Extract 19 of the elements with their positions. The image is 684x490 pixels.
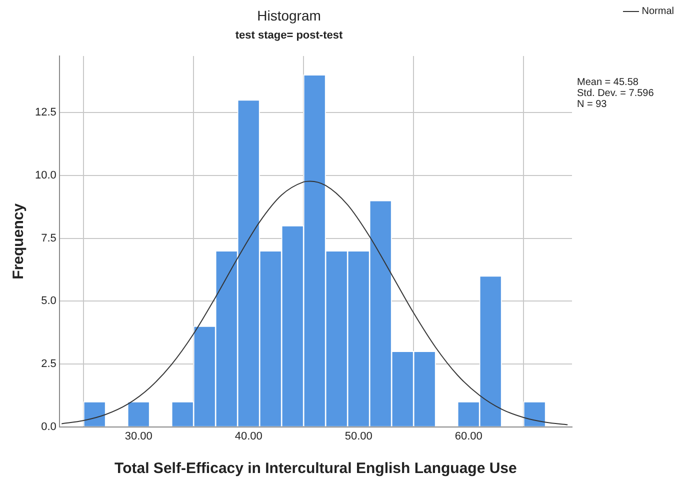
x-axis-title: Total Self-Efficacy in Intercultural English Language Use [114,460,517,478]
x-tick-label: 50.00 [344,430,372,442]
y-tick-label: 7.5 [41,232,56,244]
y-tick-label: 10.0 [34,169,56,182]
text: Std. Dev. = 7.596 [577,88,654,99]
chart-subtitle: test stage= post-test [235,29,343,42]
legend-label: Normal [642,6,674,17]
x-tick-label: 40.00 [234,430,262,442]
y-tick-label: 12.5 [34,106,56,119]
x-tick-label: 60.00 [454,430,482,442]
chart-title: Histogram [257,7,321,24]
line-series [61,180,568,426]
y-tick-label: 2.5 [41,358,56,370]
y-tick-label: 0.0 [41,420,56,433]
text: N = 93 [577,99,608,110]
y-axis-title: Frequency [10,202,28,280]
x-tick-label: 30.00 [124,430,152,442]
y-tick-label: 5.0 [41,295,56,308]
text: Mean = 45.58 [577,77,640,88]
